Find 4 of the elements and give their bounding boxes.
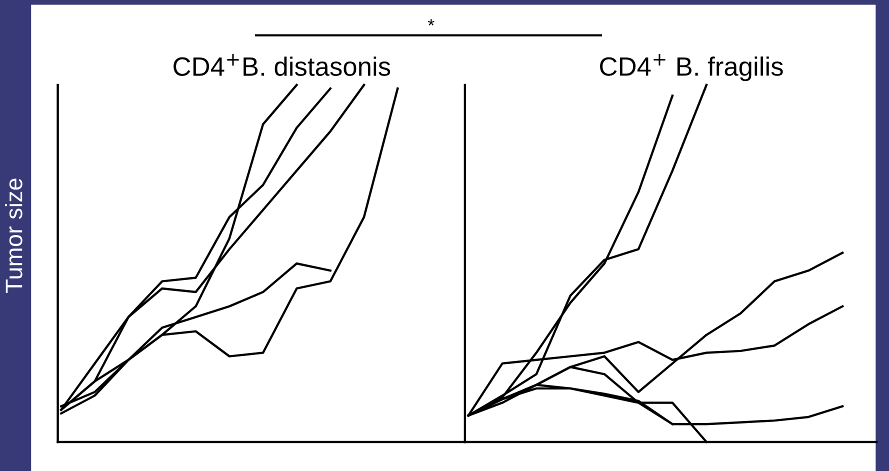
chart-title: CD4$^{+}$B. distasonis [174,54,390,76]
chart-title: CD4$^{+}$ B. fragilis [600,54,783,82]
text: * [428,19,434,26]
y-axis-title: Tumor size [4,178,22,293]
